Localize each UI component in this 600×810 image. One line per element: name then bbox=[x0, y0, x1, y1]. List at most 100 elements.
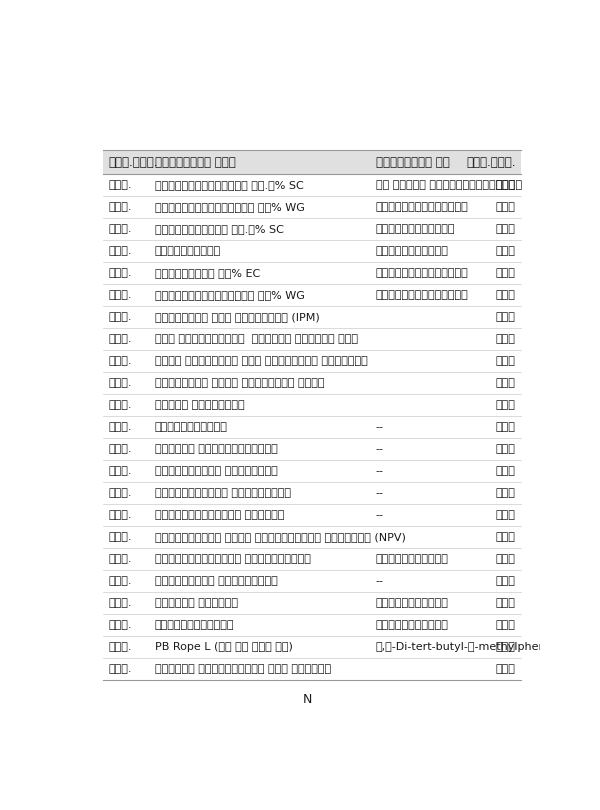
Bar bbox=[103, 659, 521, 680]
Text: --: -- bbox=[376, 488, 384, 498]
Text: मायक्रोबियल: मायक्रोबियल bbox=[376, 554, 449, 565]
Text: बॅसिलस सबटिलस: बॅसिलस सबटिलस bbox=[155, 599, 238, 608]
Text: मायक्रोबियल: मायक्रोबियल bbox=[376, 599, 449, 608]
Text: २४९.: २४९. bbox=[109, 554, 132, 565]
Bar bbox=[103, 394, 521, 416]
Bar bbox=[103, 438, 521, 460]
Text: ३०६: ३०६ bbox=[496, 312, 516, 322]
Text: ३३०: ३३० bbox=[496, 444, 516, 454]
Text: २३२.: २३२. bbox=[109, 180, 132, 190]
Text: २३५.: २३५. bbox=[109, 246, 132, 256]
Bar bbox=[103, 150, 521, 174]
Text: ३३३: ३३३ bbox=[496, 554, 516, 565]
Text: २४२.: २४२. bbox=[109, 400, 132, 410]
Text: ३१०: ३१० bbox=[496, 334, 516, 344]
Text: सल्फोनिलयुरिआज: सल्फोनिलयुरिआज bbox=[376, 202, 469, 212]
Text: २४४.: २४४. bbox=[109, 444, 132, 454]
Text: २३४.: २३४. bbox=[109, 224, 132, 234]
Text: २५४.: २५४. bbox=[109, 664, 132, 675]
Text: न्युक्लिअर पॉली हायड्रॉसिस व्हायरस (NPV): न्युक्लिअर पॉली हायड्रॉसिस व्हायरस (NPV) bbox=[155, 532, 406, 542]
Bar bbox=[103, 240, 521, 262]
Bar bbox=[103, 218, 521, 240]
Text: २४६.: २४६. bbox=[109, 488, 132, 498]
Text: व्हर्टिसिलियम लिकानी: व्हर्टिसिलियम लिकानी bbox=[155, 510, 284, 520]
Text: मेटारायझियम ॲनासोपिली: मेटारायझियम ॲनासोपिली bbox=[155, 488, 291, 498]
Text: २४०.: २४०. bbox=[109, 356, 132, 366]
Text: --: -- bbox=[376, 467, 384, 476]
Bar bbox=[103, 614, 521, 637]
Bar bbox=[103, 262, 521, 284]
Text: २४८.: २४८. bbox=[109, 532, 132, 542]
Text: ३२८: ३२८ bbox=[496, 422, 516, 433]
Text: २३८.: २३८. bbox=[109, 312, 132, 322]
Text: मायक्रोबियल: मायक्रोबियल bbox=[376, 620, 449, 630]
Text: ३३६: ३३६ bbox=[496, 664, 516, 675]
Text: २४५.: २४५. bbox=[109, 467, 132, 476]
Text: ट्रायकेटॉन्स: ट्रायकेटॉन्स bbox=[376, 224, 455, 234]
Text: ३३३: ३३३ bbox=[496, 599, 516, 608]
Text: ३०२: ३०२ bbox=[496, 180, 516, 190]
Text: अनु.क्र.: अनु.क्र. bbox=[109, 156, 158, 168]
Bar bbox=[103, 526, 521, 548]
Text: ३०५: ३०५ bbox=[496, 268, 516, 278]
Bar bbox=[103, 306, 521, 328]
Text: PB Rope L (पी बी रोप एल): PB Rope L (पी बी रोप एल) bbox=[155, 642, 293, 652]
Text: ३३५: ३३५ bbox=[496, 642, 516, 652]
Text: ३१७: ३१७ bbox=[496, 356, 516, 366]
Bar bbox=[103, 174, 521, 196]
Text: --: -- bbox=[376, 510, 384, 520]
Bar bbox=[103, 196, 521, 218]
Text: ३३२: ३३२ bbox=[496, 532, 516, 542]
Text: ॲझाडिरिक्टन: ॲझाडिरिक्टन bbox=[155, 422, 228, 433]
Text: ट्रायऑलेट ५०% EC: ट्रायऑलेट ५०% EC bbox=[155, 268, 260, 278]
Text: डिजिटल तंत्रज्ञान आणि सुविधा: डिजिटल तंत्रज्ञान आणि सुविधा bbox=[155, 664, 331, 675]
Text: सुडोमोनास फ्लुरोसंस: सुडोमोनास फ्लुरोसंस bbox=[155, 576, 278, 586]
Text: थायोकार्बामेटस: थायोकार्बामेटस bbox=[376, 268, 469, 278]
Text: २४७.: २४७. bbox=[109, 510, 132, 520]
Text: ट्रायकोडर्मा: ट्रायकोडर्मा bbox=[155, 620, 235, 630]
Text: पान.क्र.: पान.क्र. bbox=[466, 156, 516, 168]
Text: ३३४: ३३४ bbox=[496, 620, 516, 630]
Text: --: -- bbox=[376, 422, 384, 433]
Bar bbox=[103, 328, 521, 350]
Bar bbox=[103, 416, 521, 438]
Bar bbox=[103, 350, 521, 372]
Text: बिक्हेरिया बॅसियाना: बिक्हेरिया बॅसियाना bbox=[155, 467, 278, 476]
Text: टॉपरेमिझोन: टॉपरेमिझोन bbox=[155, 246, 221, 256]
Text: २४१.: २४१. bbox=[109, 378, 132, 388]
Bar bbox=[103, 460, 521, 482]
Text: --: -- bbox=[376, 576, 384, 586]
Text: ३३२: ३३२ bbox=[496, 510, 516, 520]
Text: वेदर स्टेशन्स आणि सॅटेलाईट ईमेजिंग: वेदर स्टेशन्स आणि सॅटेलाईट ईमेजिंग bbox=[155, 356, 368, 366]
Bar bbox=[103, 570, 521, 592]
Text: पायरेंझोल्स: पायरेंझोल्स bbox=[376, 246, 449, 256]
Text: २३९.: २३९. bbox=[109, 334, 132, 344]
Text: सल्फोसल्फ्युरॉन ७५% WG: सल्फोसल्फ्युरॉन ७५% WG bbox=[155, 202, 305, 212]
Text: रासायनिक गट: रासायनिक गट bbox=[376, 156, 449, 168]
Text: सुरक्षित अन्न विषमुक्त अन्न: सुरक्षित अन्न विषमुक्त अन्न bbox=[155, 378, 325, 388]
Text: २५०.: २५०. bbox=[109, 576, 132, 586]
Bar bbox=[103, 637, 521, 659]
Text: ३०४: ३०४ bbox=[496, 246, 516, 256]
Text: ३०४: ३०४ bbox=[496, 224, 516, 234]
Bar bbox=[103, 482, 521, 504]
Text: एकात्मिक किड नियंत्रण (IPM): एकात्मिक किड नियंत्रण (IPM) bbox=[155, 312, 320, 322]
Bar bbox=[103, 284, 521, 306]
Text: टेंबोट्रिओन ३४.४% SC: टेंबोट्रिओन ३४.४% SC bbox=[155, 224, 284, 234]
Text: २५२.: २५२. bbox=[109, 620, 132, 630]
Text: पिक संरक्षणावर  परिणाम करणारे घटक: पिक संरक्षणावर परिणाम करणारे घटक bbox=[155, 334, 358, 344]
Text: ३३१: ३३१ bbox=[496, 467, 516, 476]
Text: सल्फोनिलयुरिआज: सल्फोनिलयुरिआज bbox=[376, 290, 469, 300]
Text: ३२५: ३२५ bbox=[496, 400, 516, 410]
Text: ३३३: ३३३ bbox=[496, 576, 516, 586]
Bar bbox=[103, 592, 521, 614]
Bar bbox=[103, 372, 521, 394]
Text: २३७.: २३७. bbox=[109, 290, 132, 300]
Text: ३२१: ३२१ bbox=[496, 378, 516, 388]
Text: ३०३: ३०३ bbox=[496, 202, 516, 212]
Text: बॅसिलस थ्युरिजेंसिस: बॅसिलस थ्युरिजेंसिस bbox=[155, 444, 278, 454]
Bar bbox=[103, 504, 521, 526]
Text: २५३.: २५३. bbox=[109, 642, 132, 652]
Text: जैविक नियंत्रण: जैविक नियंत्रण bbox=[155, 400, 245, 410]
Text: २३६.: २३६. bbox=[109, 268, 132, 278]
